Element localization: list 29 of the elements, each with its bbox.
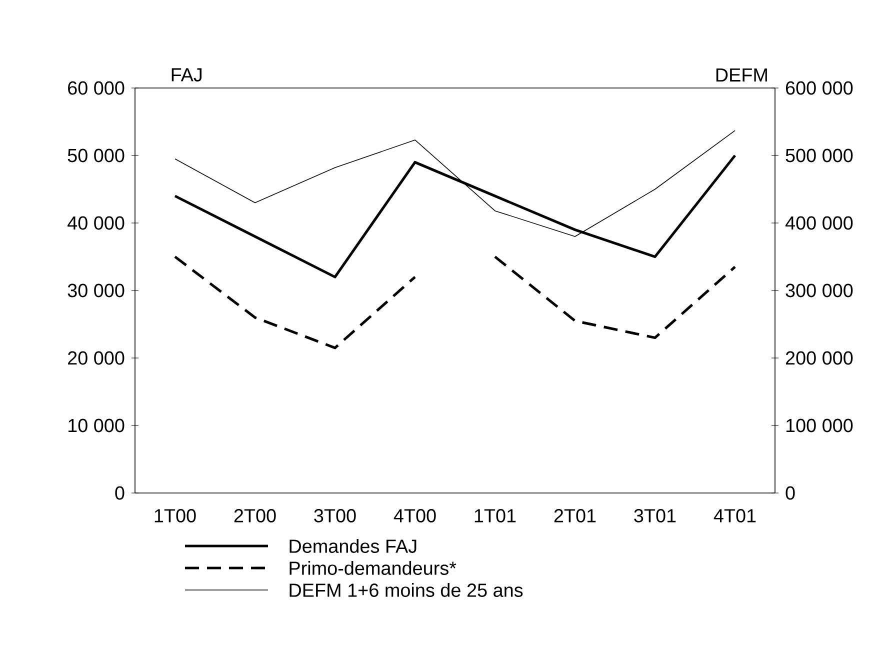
x-tick-label: 3T01 <box>634 509 676 522</box>
line-series <box>494 255 736 340</box>
y-tick-label: 20 000 <box>68 351 124 365</box>
y-tick-label: 10 000 <box>68 418 124 432</box>
x-tick-label: 1T01 <box>474 509 516 522</box>
x-tick-label: 1T00 <box>154 509 196 522</box>
x-tick-label: 4T01 <box>714 509 756 522</box>
legend-label: Primo-demandeurs* <box>290 561 456 575</box>
y2-axis-title: DEFM <box>716 68 767 82</box>
y-axis-title: FAJ <box>172 68 202 82</box>
y-tick-label: 0 <box>115 486 124 500</box>
legend-label: Demandes FAJ <box>290 539 416 553</box>
y2-tick-label: 400 000 <box>785 216 853 230</box>
y-tick-label: 50 000 <box>68 148 124 162</box>
y2-tick-label: 500 000 <box>786 148 853 162</box>
x-tick-label: 3T00 <box>314 509 356 522</box>
y-tick-label: 40 000 <box>68 216 124 230</box>
legend-label: DEFM 1+6 moins de 25 ans <box>290 583 523 597</box>
y2-tick-label: 100 000 <box>786 418 853 432</box>
x-tick-label: 4T00 <box>394 509 436 522</box>
x-tick-label: 2T01 <box>554 509 596 522</box>
y2-tick-label: 0 <box>786 486 795 500</box>
y-tick-label: 60 000 <box>68 81 124 95</box>
y2-tick-label: 600 000 <box>786 81 853 95</box>
y2-tick-label: 300 000 <box>786 284 853 298</box>
y-tick-label: 30 000 <box>68 284 124 298</box>
y2-tick-label: 200 000 <box>786 351 853 365</box>
line-series <box>174 255 416 350</box>
x-tick-label: 2T00 <box>234 509 276 522</box>
